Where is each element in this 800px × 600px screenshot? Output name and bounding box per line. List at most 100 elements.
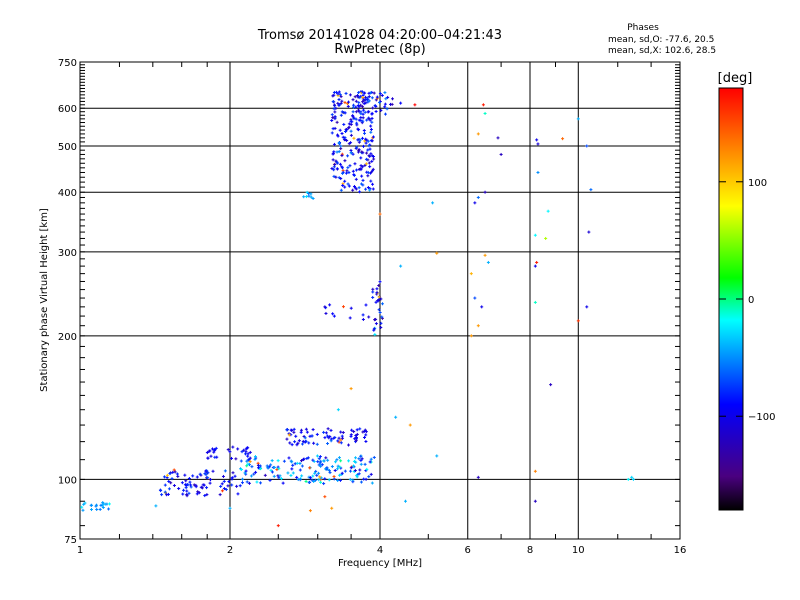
data-point — [319, 476, 323, 480]
data-point — [366, 148, 370, 152]
data-point — [236, 492, 240, 496]
data-point — [318, 455, 322, 459]
data-point — [361, 100, 365, 104]
data-point — [186, 483, 190, 487]
data-point — [366, 139, 370, 143]
data-point — [244, 469, 248, 473]
data-point — [336, 101, 340, 105]
data-point — [311, 196, 315, 200]
data-point — [367, 99, 371, 103]
data-point — [486, 260, 490, 264]
data-point — [364, 433, 368, 437]
data-point — [373, 333, 377, 337]
data-point — [339, 147, 343, 151]
data-point — [369, 124, 373, 128]
data-point — [334, 460, 338, 464]
data-point — [359, 110, 363, 114]
data-point — [333, 110, 337, 114]
data-point — [357, 110, 361, 114]
data-point — [332, 103, 336, 107]
data-point — [371, 136, 375, 140]
data-point — [363, 163, 367, 167]
y-tick-label: 750 — [58, 58, 77, 69]
data-point — [195, 475, 199, 479]
data-point — [332, 142, 336, 146]
y-tick-label: 75 — [64, 535, 77, 546]
data-point — [99, 503, 103, 507]
x-tick-labels: 1 2 4 6 8 10 16 — [77, 545, 687, 556]
data-point — [331, 127, 335, 131]
data-point — [342, 122, 346, 126]
data-point — [357, 128, 361, 132]
data-point — [298, 468, 302, 472]
data-point — [354, 460, 358, 464]
data-point — [341, 184, 345, 188]
data-point — [325, 434, 329, 438]
chart-title: Tromsø 20141028 04:20:00–04:21:43 — [257, 28, 502, 43]
data-point — [246, 452, 250, 456]
data-point — [370, 96, 374, 100]
data-point — [171, 470, 175, 474]
data-point — [380, 316, 384, 320]
data-point — [308, 476, 312, 480]
data-point — [340, 471, 344, 475]
data-point — [317, 471, 321, 475]
data-point — [222, 479, 226, 483]
data-point — [361, 317, 365, 321]
data-point — [631, 477, 635, 481]
data-point — [343, 101, 347, 105]
data-point — [347, 142, 351, 146]
data-point — [330, 506, 334, 510]
data-point — [281, 481, 285, 485]
data-point — [236, 447, 240, 451]
data-point — [250, 465, 254, 469]
data-point — [297, 439, 301, 443]
data-point — [351, 98, 355, 102]
data-point — [371, 155, 375, 159]
data-point — [270, 459, 274, 463]
data-point — [324, 306, 328, 310]
data-point — [340, 472, 344, 476]
data-point — [369, 179, 373, 183]
data-point — [240, 481, 244, 485]
data-point — [189, 485, 193, 489]
data-point — [626, 477, 630, 481]
data-point — [357, 91, 361, 95]
data-point — [313, 478, 317, 482]
data-point — [361, 116, 365, 120]
data-point — [367, 154, 371, 158]
data-point — [630, 475, 634, 479]
data-point — [364, 162, 368, 166]
data-point — [351, 169, 355, 173]
data-point — [361, 430, 365, 434]
data-point — [352, 103, 356, 107]
data-point — [302, 457, 306, 461]
y-tick-label: 300 — [58, 248, 77, 259]
data-point — [353, 95, 357, 99]
data-point — [203, 472, 207, 476]
data-point — [349, 466, 353, 470]
data-point — [364, 303, 368, 307]
data-point — [335, 120, 339, 124]
data-point — [347, 184, 351, 188]
data-point — [292, 427, 296, 431]
data-point — [245, 446, 249, 450]
data-point — [300, 464, 304, 468]
data-point — [359, 182, 363, 186]
data-point — [105, 502, 109, 506]
data-point — [328, 435, 332, 439]
data-point — [175, 472, 179, 476]
data-point — [328, 471, 332, 475]
data-point — [101, 502, 105, 506]
data-point — [208, 478, 212, 482]
data-point — [196, 490, 200, 494]
data-point — [335, 467, 339, 471]
data-point — [311, 428, 315, 432]
data-point — [158, 488, 162, 492]
data-point — [290, 428, 294, 432]
data-point — [350, 120, 354, 124]
data-point — [360, 174, 364, 178]
data-point — [204, 469, 208, 473]
data-point — [361, 313, 365, 317]
data-point — [318, 463, 322, 467]
